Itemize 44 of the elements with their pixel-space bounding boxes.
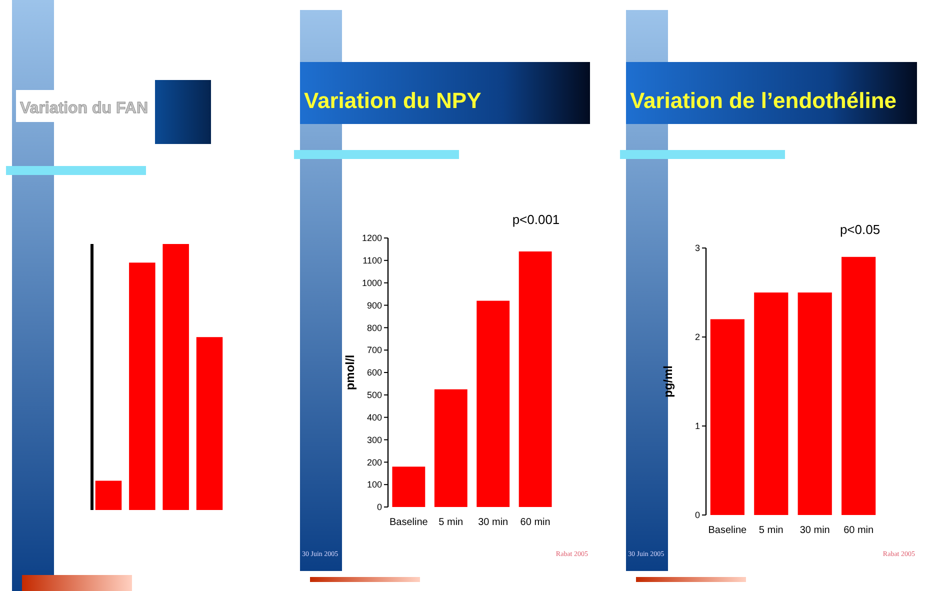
bar	[476, 300, 510, 507]
y-tick-label: 800	[366, 322, 382, 333]
bar	[95, 480, 122, 510]
y-tick-label: 3	[694, 243, 700, 254]
x-tick-label: Baseline	[390, 517, 428, 528]
bar	[392, 466, 426, 507]
y-axis-title: pmol/l	[343, 354, 357, 390]
text: p<0.05	[840, 222, 880, 237]
y-tick-label: 500	[366, 390, 382, 400]
y-tick-label: 0	[694, 510, 700, 520]
x-tick-label: 30 min	[800, 525, 830, 536]
y-tick-label: 600	[366, 368, 382, 378]
y-tick-label: 300	[366, 434, 382, 445]
y-tick-label: 0	[376, 502, 382, 512]
y-tick-label: 700	[366, 345, 382, 356]
x-tick-label: 5 min	[758, 525, 784, 536]
bar	[842, 256, 876, 515]
y-tick-label: 2	[694, 332, 700, 342]
bar	[196, 337, 223, 510]
bar	[518, 251, 552, 507]
text: p<0.001	[512, 212, 560, 227]
y-tick-label: 400	[366, 412, 382, 422]
chart-title: Variation de l’endothéline	[630, 88, 896, 113]
bar	[798, 292, 832, 515]
y-tick-label: 1100	[362, 256, 382, 266]
x-tick-label: 5 min	[438, 517, 464, 528]
bar	[754, 292, 788, 515]
x-tick-label: 30 min	[478, 517, 508, 528]
bar	[434, 389, 468, 507]
bar	[710, 319, 744, 515]
x-tick-label: 60 min	[520, 517, 550, 528]
y-axis-title: pg/ml	[661, 366, 675, 398]
chart-title: Variation du FAN	[20, 100, 148, 117]
y-tick-label: 100	[366, 480, 382, 490]
bar	[129, 262, 156, 510]
chart-title: Variation du NPY	[304, 88, 482, 113]
y-tick-label: 900	[366, 300, 382, 310]
y-tick-label: 1000	[362, 278, 382, 288]
y-tick-label: 200	[366, 457, 382, 468]
y-tick-label: 1	[694, 421, 700, 432]
x-tick-label: Baseline	[708, 525, 748, 536]
bar	[162, 244, 189, 510]
y-tick-label: 1200	[362, 233, 382, 244]
x-tick-label: 60 min	[844, 525, 874, 536]
